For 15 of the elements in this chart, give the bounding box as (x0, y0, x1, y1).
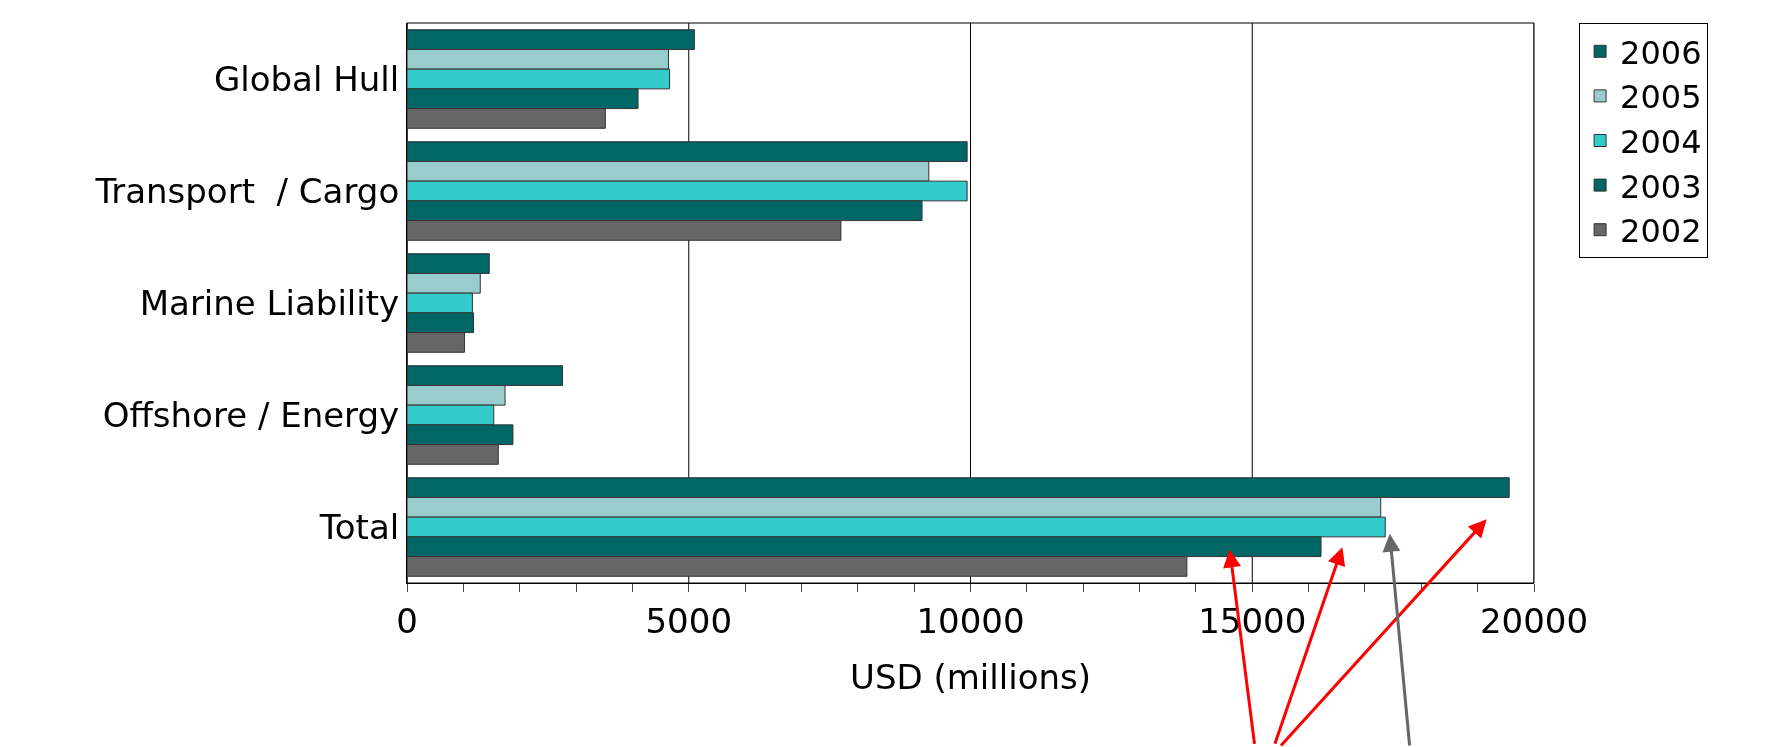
legend-label: 2006 (1620, 33, 1702, 72)
legend-label: 2003 (1620, 167, 1702, 206)
y-tick-label: Global Hull (213, 58, 400, 99)
x-tick-label: 0 (396, 600, 418, 641)
x-tick-label: 10000 (916, 600, 1025, 641)
x-axis-title: USD (millions) (850, 657, 1091, 698)
y-tick-label: Total (318, 506, 400, 547)
x-tick-label: 5000 (645, 600, 733, 641)
x-tick-label: 20000 (1479, 600, 1589, 641)
legend-label: 2005 (1620, 78, 1702, 117)
y-tick-label: Offshore / Energy (102, 394, 400, 435)
y-tick-label: Marine Liability (139, 282, 400, 323)
y-tick-label: Transport / Cargo (94, 170, 400, 211)
legend-label: 2002 (1620, 212, 1702, 251)
legend-label: 2004 (1620, 122, 1702, 161)
